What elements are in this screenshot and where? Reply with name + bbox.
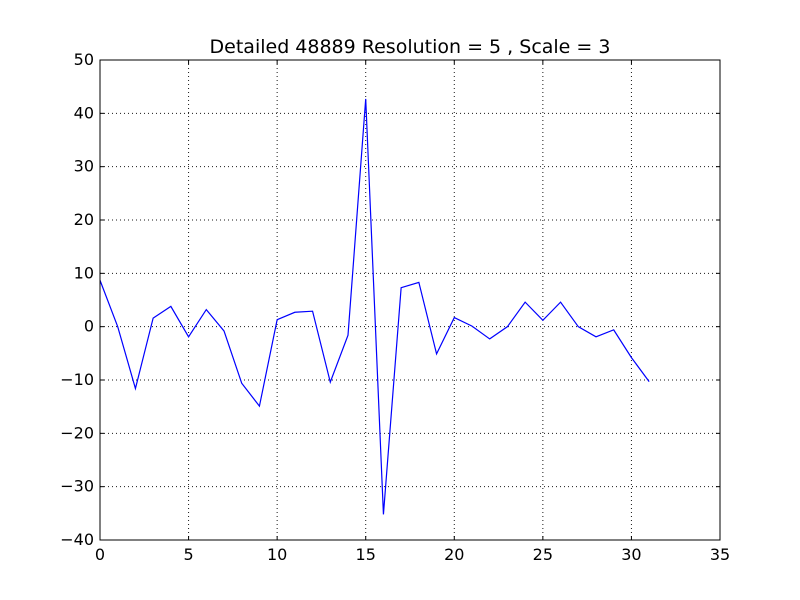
x-tick-label: 10	[267, 545, 287, 564]
x-tick-labels: 0 5 10 15 20 25 30 35	[95, 545, 730, 564]
x-tick-label: 5	[183, 545, 193, 564]
y-tick-label: 20	[74, 210, 94, 229]
chart-title: Detailed 48889 Resolution = 5 , Scale = …	[210, 36, 611, 58]
series-line	[99, 98, 650, 515]
y-tick-label: 50	[74, 50, 94, 69]
x-tick-label: 35	[710, 545, 730, 564]
x-tick-label: 15	[356, 545, 376, 564]
x-tick-label: 30	[621, 545, 641, 564]
tick-layer	[99, 59, 721, 541]
y-tick-label: −30	[60, 477, 94, 496]
y-tick-label: 10	[74, 263, 94, 282]
x-tick-label: 0	[95, 545, 105, 564]
series-layer	[99, 98, 650, 515]
y-tick-label: −40	[60, 530, 94, 549]
y-tick-labels: −40 −30 −20 −10 0 10 20 30 40 50	[60, 50, 94, 549]
grid-layer	[100, 60, 720, 540]
x-tick-label: 25	[533, 545, 553, 564]
y-tick-label: 0	[84, 317, 94, 336]
x-tick-label: 20	[444, 545, 464, 564]
y-tick-label: −20	[60, 423, 94, 442]
plot-frame	[99, 59, 721, 541]
y-tick-label: 40	[74, 103, 94, 122]
y-tick-label: 30	[74, 157, 94, 176]
y-tick-label: −10	[60, 370, 94, 389]
